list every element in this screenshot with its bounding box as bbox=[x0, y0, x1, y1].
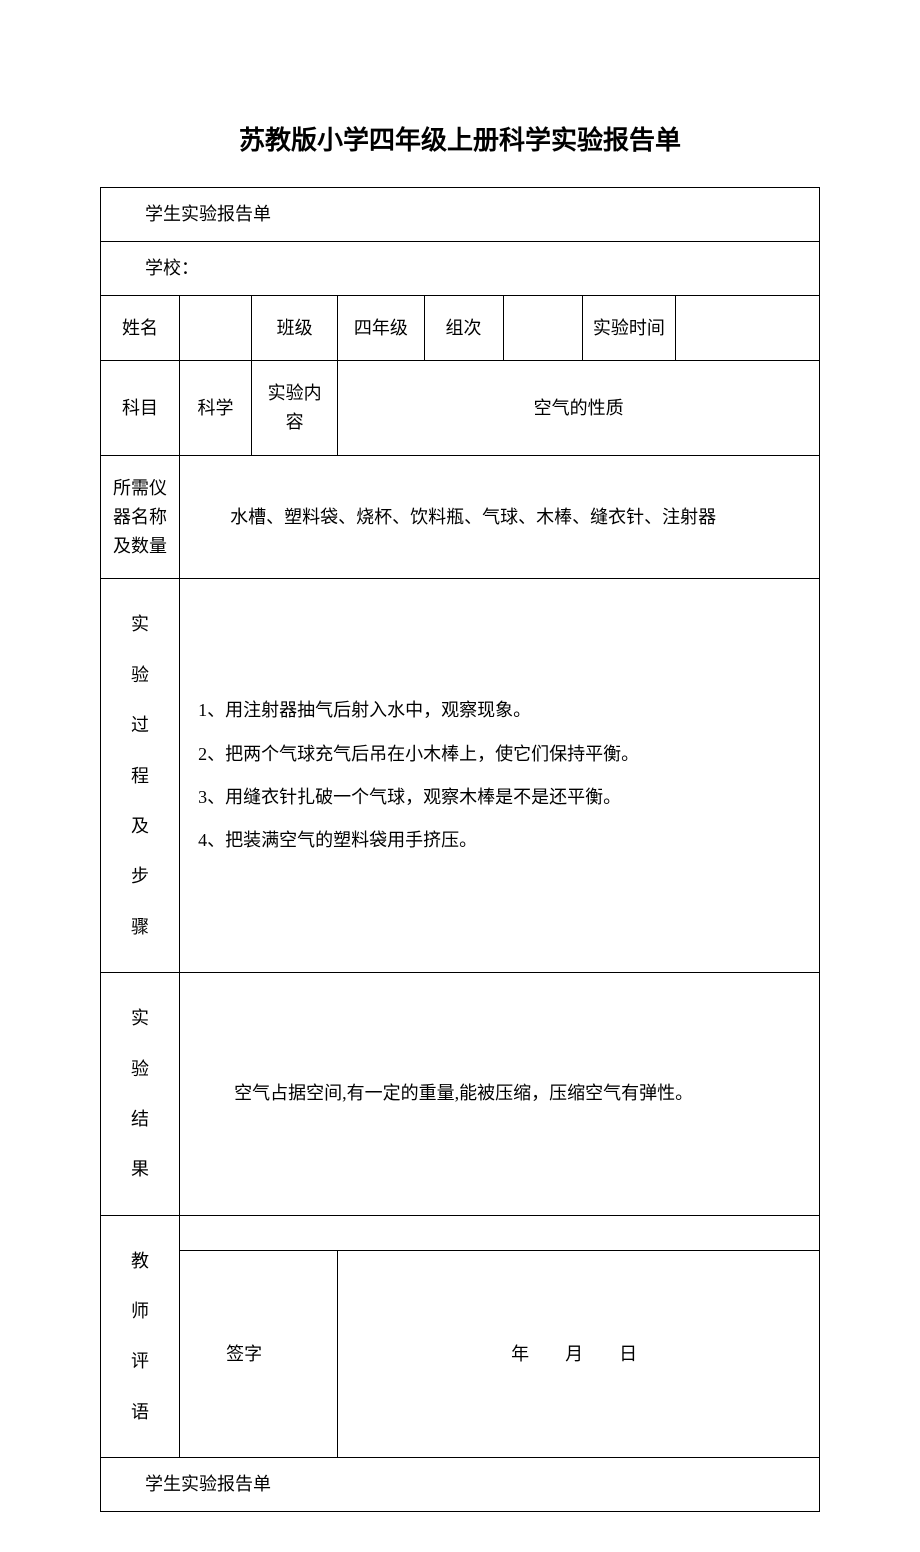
equipment-value: 水槽、塑料袋、烧杯、饮料瓶、气球、木棒、缝衣针、注射器 bbox=[180, 455, 820, 578]
name-label: 姓名 bbox=[101, 295, 180, 361]
table-row: 签字 年 月 日 bbox=[101, 1250, 820, 1458]
steps-label: 实验过程及步骤 bbox=[101, 579, 180, 973]
result-value: 空气占据空间,有一定的重量,能被压缩，压缩空气有弹性。 bbox=[180, 973, 820, 1216]
equipment-label: 所需仪器名称及数量 bbox=[101, 455, 180, 578]
page-title: 苏教版小学四年级上册科学实验报告单 bbox=[100, 120, 820, 157]
table-row: 学校： bbox=[101, 241, 820, 295]
group-label: 组次 bbox=[424, 295, 503, 361]
date-text: 年 月 日 bbox=[338, 1250, 820, 1458]
table-row: 所需仪器名称及数量 水槽、塑料袋、烧杯、饮料瓶、气球、木棒、缝衣针、注射器 bbox=[101, 455, 820, 578]
time-value[interactable] bbox=[676, 295, 820, 361]
time-label: 实验时间 bbox=[582, 295, 675, 361]
report-table: 学生实验报告单 学校： 姓名 班级 四年级 组次 实验时间 科目 科学 实验内容… bbox=[100, 187, 820, 1512]
table-row: 姓名 班级 四年级 组次 实验时间 bbox=[101, 295, 820, 361]
table-row: 学生实验报告单 bbox=[101, 1458, 820, 1512]
signature-label: 签字 bbox=[180, 1250, 338, 1458]
school-label: 学校： bbox=[101, 241, 820, 295]
report-header: 学生实验报告单 bbox=[101, 188, 820, 242]
subject-value: 科学 bbox=[180, 361, 252, 456]
class-value: 四年级 bbox=[338, 295, 424, 361]
comment-blank[interactable] bbox=[180, 1215, 820, 1250]
subject-label: 科目 bbox=[101, 361, 180, 456]
class-label: 班级 bbox=[251, 295, 337, 361]
table-row: 科目 科学 实验内容 空气的性质 bbox=[101, 361, 820, 456]
group-value[interactable] bbox=[503, 295, 582, 361]
name-value[interactable] bbox=[180, 295, 252, 361]
comment-label: 教师评语 bbox=[101, 1215, 180, 1458]
content-label: 实验内容 bbox=[251, 361, 337, 456]
report-footer: 学生实验报告单 bbox=[101, 1458, 820, 1512]
table-row: 实验结果 空气占据空间,有一定的重量,能被压缩，压缩空气有弹性。 bbox=[101, 973, 820, 1216]
steps-content: 1、用注射器抽气后射入水中，观察现象。2、把两个气球充气后吊在小木棒上，使它们保… bbox=[180, 579, 820, 973]
result-label: 实验结果 bbox=[101, 973, 180, 1216]
content-value: 空气的性质 bbox=[338, 361, 820, 456]
table-row: 教师评语 bbox=[101, 1215, 820, 1250]
table-row: 实验过程及步骤 1、用注射器抽气后射入水中，观察现象。2、把两个气球充气后吊在小… bbox=[101, 579, 820, 973]
table-row: 学生实验报告单 bbox=[101, 188, 820, 242]
